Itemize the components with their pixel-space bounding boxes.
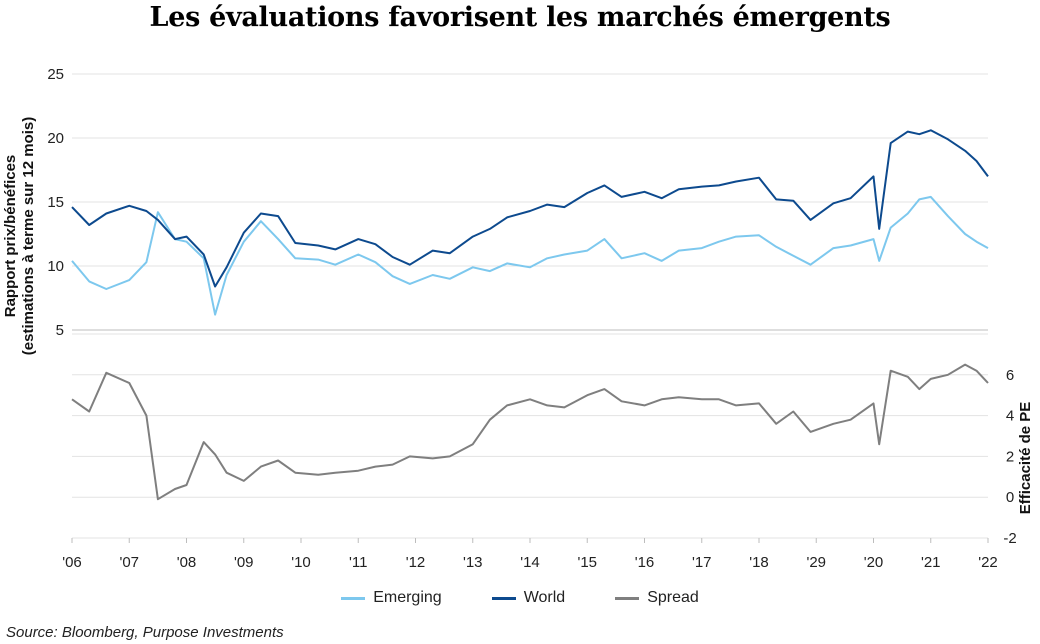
emerging-swatch xyxy=(341,596,366,600)
legend-label-emerging: Emerging xyxy=(373,589,442,606)
y2-tick-label: 6 xyxy=(1006,367,1014,384)
x-tick-label: '15 xyxy=(577,554,597,571)
x-tick-label: '10 xyxy=(291,554,311,571)
x-tick-label: '07 xyxy=(119,554,139,571)
y2-tick-label: 2 xyxy=(1006,448,1014,465)
x-tick-label: '16 xyxy=(635,554,655,571)
x-tick-label: '09 xyxy=(234,554,254,571)
legend-label-spread: Spread xyxy=(647,589,699,606)
x-tick-label: '29 xyxy=(806,554,826,571)
left-y-tick-labels: 5 10 15 20 25 xyxy=(47,66,64,339)
y-tick-label: 20 xyxy=(47,130,64,147)
x-tick-label: '17 xyxy=(692,554,712,571)
right-y-axis-label: Efficacité de PE xyxy=(1017,402,1034,515)
spread-series-line xyxy=(71,363,989,501)
x-tick-label: '18 xyxy=(749,554,769,571)
left-y-axis-label-line2: (estimations à terme sur 12 mois) xyxy=(20,117,37,355)
x-tick-label: '11 xyxy=(349,554,367,571)
series-lines xyxy=(71,129,989,501)
x-tick-label: '06 xyxy=(62,554,82,571)
y-tick-label: 10 xyxy=(47,258,64,275)
right-y-tick-labels: -2 0 2 4 6 xyxy=(1003,367,1016,547)
legend-item-emerging[interactable]: Emerging xyxy=(341,589,442,607)
y2-tick-label: 0 xyxy=(1006,489,1014,506)
legend-item-spread[interactable]: Spread xyxy=(615,589,699,607)
x-tick-labels: '06 '07 '08 '09 '10 '11 '12 '13 '14 '15 '16 '17 '18 '… xyxy=(62,538,998,571)
spread-swatch xyxy=(615,596,640,600)
x-tick-label: '22 xyxy=(978,554,998,571)
legend-item-world[interactable]: World xyxy=(491,589,566,607)
legend: Emerging World Spread xyxy=(0,589,1040,607)
x-tick-label: '14 xyxy=(520,554,540,571)
x-tick-label: '12 xyxy=(406,554,426,571)
chart-title: Les évaluations favorisent les marchés é… xyxy=(149,2,891,33)
y2-tick-label: -2 xyxy=(1003,530,1016,547)
y-tick-label: 25 xyxy=(47,66,64,83)
y-tick-label: 15 xyxy=(47,194,64,211)
legend-label-world: World xyxy=(523,589,566,606)
world-series-line xyxy=(71,129,989,288)
source-note: Source: Bloomberg, Purpose Investments xyxy=(6,624,284,641)
y2-tick-label: 4 xyxy=(1006,408,1014,425)
world-swatch xyxy=(491,596,516,600)
x-tick-label: '13 xyxy=(463,554,483,571)
x-tick-label: '20 xyxy=(864,554,884,571)
top-panel-grid xyxy=(72,73,988,331)
left-y-axis-label-line1: Rapport prix/bénéfices xyxy=(2,155,19,318)
x-tick-label: '21 xyxy=(921,554,941,571)
bottom-panel-grid xyxy=(72,333,988,539)
y-tick-label: 5 xyxy=(56,322,64,339)
x-tick-label: '08 xyxy=(177,554,197,571)
emerging-series-line xyxy=(71,195,989,316)
